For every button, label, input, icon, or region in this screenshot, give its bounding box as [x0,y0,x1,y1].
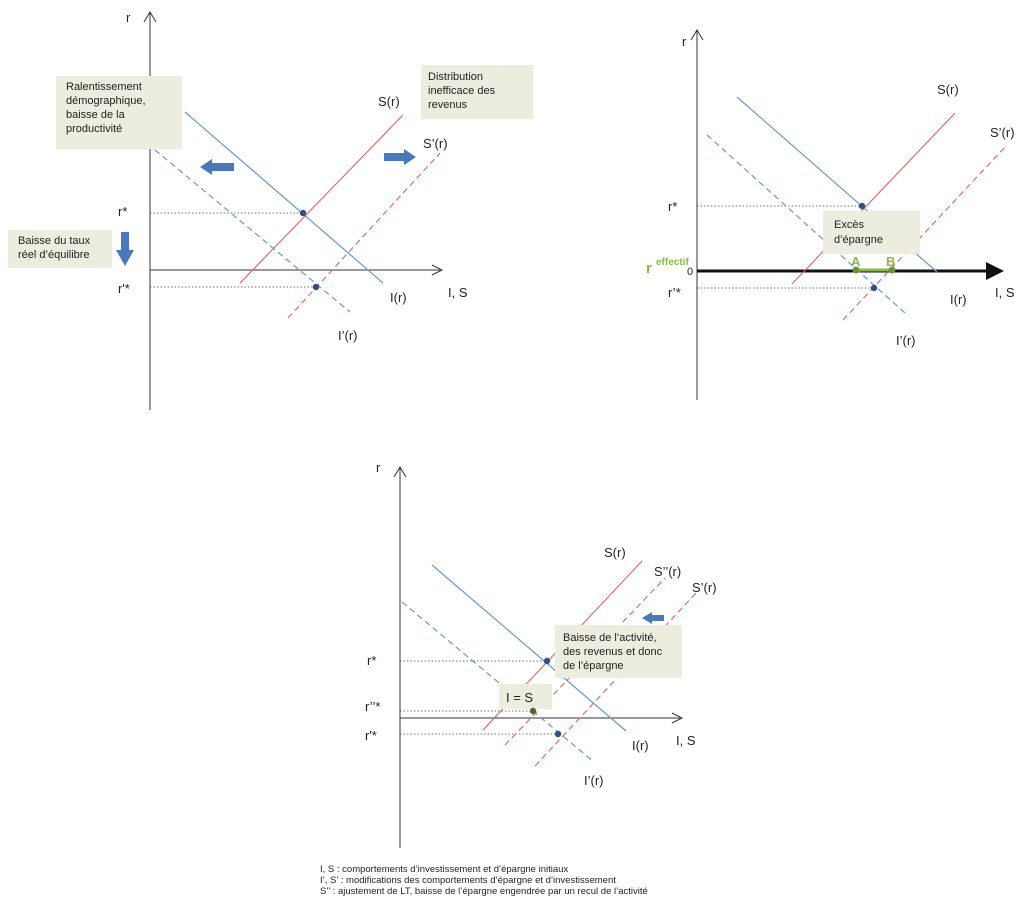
equality-box [499,684,552,709]
I-label: I(r) [950,292,967,307]
r-star-label: r* [118,204,127,219]
curve-S [239,114,404,284]
shift-cause-box [56,76,182,149]
zero-label: 0 [687,266,693,278]
x-axis-arrow-icon [431,264,444,276]
arrow-left-icon [200,159,234,175]
r-star-label: r* [668,199,677,214]
rate-fall-box [8,230,112,268]
y-axis-arrow-icon [690,29,704,41]
equilibrium-point [858,202,866,210]
S-label: S(r) [378,94,400,109]
new-equilibrium-point [554,730,562,738]
caption-line-3: S’’ : ajustement de LT, baisse de l’épar… [320,886,648,897]
curve-S [791,112,956,285]
y-axis-label: r [682,34,687,49]
r-prime-star-label: r’* [668,285,681,300]
r-star-label: r* [367,653,376,668]
r-dprime-star-label: r’’* [365,699,380,714]
S-prime-label: S’(r) [692,580,717,595]
excess-saving-box [823,211,920,254]
y-axis-arrow-icon [393,466,407,478]
curve-I-prime [401,601,595,763]
I-prime-label: I’(r) [896,333,916,348]
equilibrium-point [543,657,551,665]
S-label: S(r) [604,545,626,560]
diagram-1: r I, S r* r'* S(r) S’(r) I(r) I’(r) Rale… [8,10,533,410]
rate-fall-text: Baisse du taux réel d’équilibre [18,235,93,261]
r-effectif-label: r [646,260,652,277]
new-equilibrium-point [870,284,878,292]
r-prime-star-label: r'* [365,728,377,743]
shift-cause-text: Ralentissement démographique, baisse de … [66,81,149,135]
point-B [888,266,896,274]
diagram-3: Baisse de l’activité, des revenus et don… [365,460,717,848]
x-axis-label: I, S [676,733,696,748]
curve-I-prime [154,149,351,313]
S-prime-label: S’(r) [990,125,1015,140]
x-axis-arrow-icon [671,712,684,724]
point-A [852,266,860,274]
arrow-right-icon [384,149,416,165]
activity-fall-box [555,625,682,678]
new-equilibrium-point [312,283,320,291]
x-axis-label: I, S [995,285,1015,300]
y-axis-label: r [126,10,131,25]
I-label: I(r) [390,290,407,305]
distribution-box [421,65,533,119]
diagram-2: Excès d’épargne A B r I, S r* r’* S(r) S… [646,29,1015,400]
I-prime-label: I’(r) [338,328,358,343]
activity-fall-text: Baisse de l’activité, des revenus et don… [563,632,665,672]
equality-label: I = S [506,690,533,705]
S-prime-label: S’(r) [423,136,448,151]
adjusted-equilibrium-point [529,707,537,715]
I-label: I(r) [632,738,649,753]
x-axis-label: I, S [448,285,468,300]
caption-line-1: I, S : comportements d’investissement et… [320,864,569,875]
curve-I [184,111,384,284]
arrow-down-icon [116,232,134,266]
y-axis-arrow-icon [143,11,157,23]
excess-saving-text: Excès d’épargne [834,219,883,246]
S-dprime-label: S’’(r) [654,564,681,579]
legend-caption: I, S : comportements d’investissement et… [320,864,648,897]
point-B-label: B [886,254,895,269]
curve-S-prime [534,591,698,767]
equilibrium-point [299,209,307,217]
point-A-label: A [851,254,861,269]
r-prime-star-label: r'* [118,281,130,296]
curve-S-prime [287,152,441,319]
curve-I-prime [706,134,906,314]
caption-line-2: I’, S’ : modifications des comportements… [320,875,616,886]
distribution-text: Distribution inefficace des revenus [428,71,498,111]
I-prime-label: I’(r) [584,773,604,788]
arrow-left-icon [642,612,664,624]
y-axis-label: r [376,460,381,475]
r-effectif-superscript: effectif [656,257,689,268]
S-label: S(r) [937,82,959,97]
